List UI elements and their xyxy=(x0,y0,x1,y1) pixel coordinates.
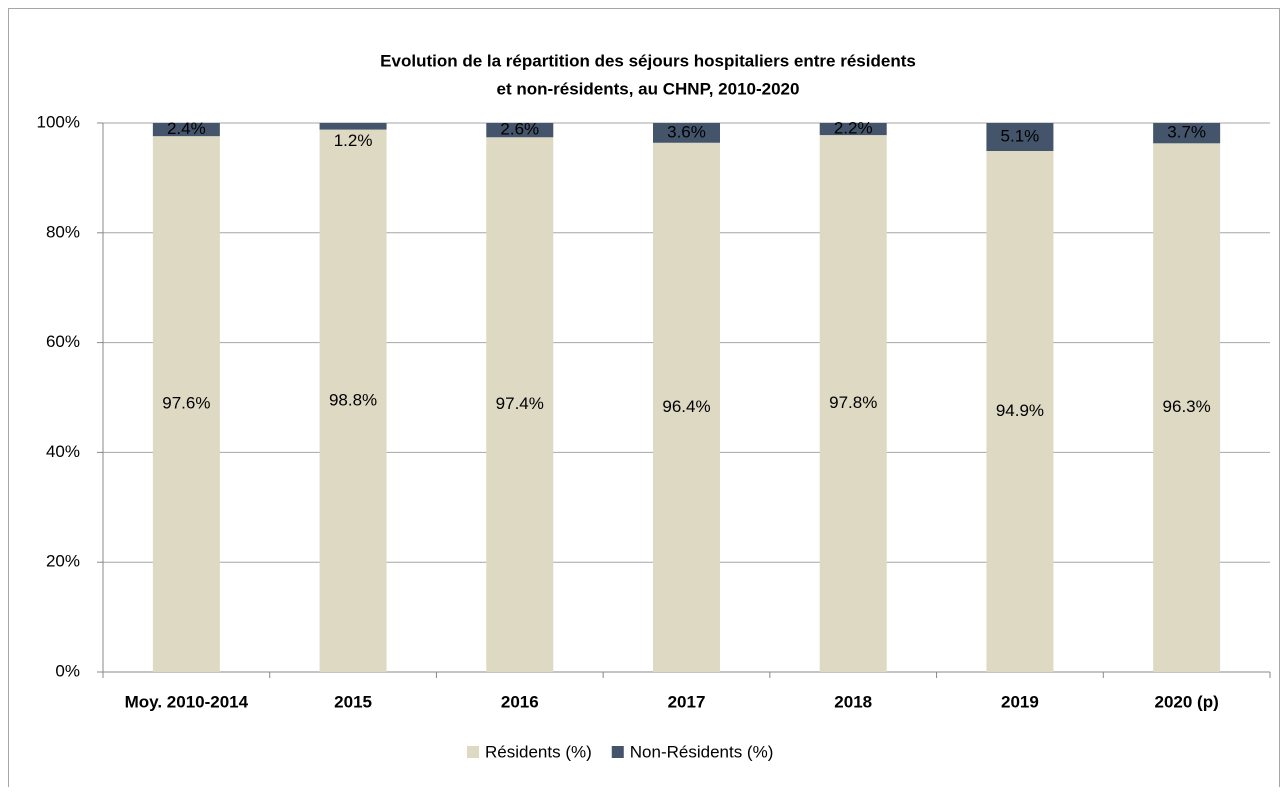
legend-swatch xyxy=(611,746,624,758)
bar-segment xyxy=(819,123,887,136)
y-tick-label: 100% xyxy=(37,112,80,131)
bar-segment xyxy=(653,123,720,143)
x-tick-label: 2017 xyxy=(668,692,706,711)
data-label: 97.4% xyxy=(496,394,544,413)
legend-swatch xyxy=(467,746,479,758)
data-label: 1.2% xyxy=(334,131,373,150)
data-label: 96.3% xyxy=(1163,397,1211,416)
chart-title: et non-résidents, au CHNP, 2010-2020 xyxy=(497,79,800,98)
data-label: 94.9% xyxy=(996,401,1044,420)
data-label: 2.6% xyxy=(500,120,539,139)
chart-title: Evolution de la répartition des séjours … xyxy=(380,51,916,70)
bar-segment xyxy=(653,142,720,672)
y-tick-label: 0% xyxy=(55,661,80,680)
y-tick-label: 20% xyxy=(46,552,80,571)
bar-segment xyxy=(1153,123,1221,144)
x-tick-label: 2016 xyxy=(501,692,539,711)
bar-segment xyxy=(486,137,554,673)
data-label: 5.1% xyxy=(1001,126,1040,145)
bar-segment xyxy=(319,123,387,130)
bar-segment xyxy=(152,123,220,137)
x-tick-label: 2018 xyxy=(834,692,872,711)
legend-label: Non-Résidents (%) xyxy=(630,742,774,761)
x-tick-label: 2020 (p) xyxy=(1155,692,1219,711)
data-label: 2.2% xyxy=(834,119,873,138)
bar-segment xyxy=(486,123,554,138)
x-tick-label: 2015 xyxy=(334,692,372,711)
bar-segment xyxy=(986,150,1054,672)
data-label: 97.8% xyxy=(829,393,877,412)
x-tick-label: Moy. 2010-2014 xyxy=(125,692,249,711)
data-label: 98.8% xyxy=(329,390,377,409)
y-tick-label: 80% xyxy=(46,222,80,241)
data-label: 3.7% xyxy=(1167,123,1206,142)
chart-frame xyxy=(8,8,1280,792)
bar-segment xyxy=(1153,143,1221,673)
data-label: 96.4% xyxy=(662,397,710,416)
y-tick-label: 40% xyxy=(46,442,80,461)
data-label: 3.6% xyxy=(667,122,706,141)
data-label: 2.4% xyxy=(167,119,206,138)
bar-segment xyxy=(319,129,387,672)
legend-label: Résidents (%) xyxy=(485,742,592,761)
x-tick-label: 2019 xyxy=(1001,692,1039,711)
bar-segment xyxy=(819,135,887,672)
bar-segment xyxy=(152,136,220,672)
y-tick-label: 60% xyxy=(46,332,80,351)
bar-segment xyxy=(986,123,1054,151)
data-label: 97.6% xyxy=(162,394,210,413)
